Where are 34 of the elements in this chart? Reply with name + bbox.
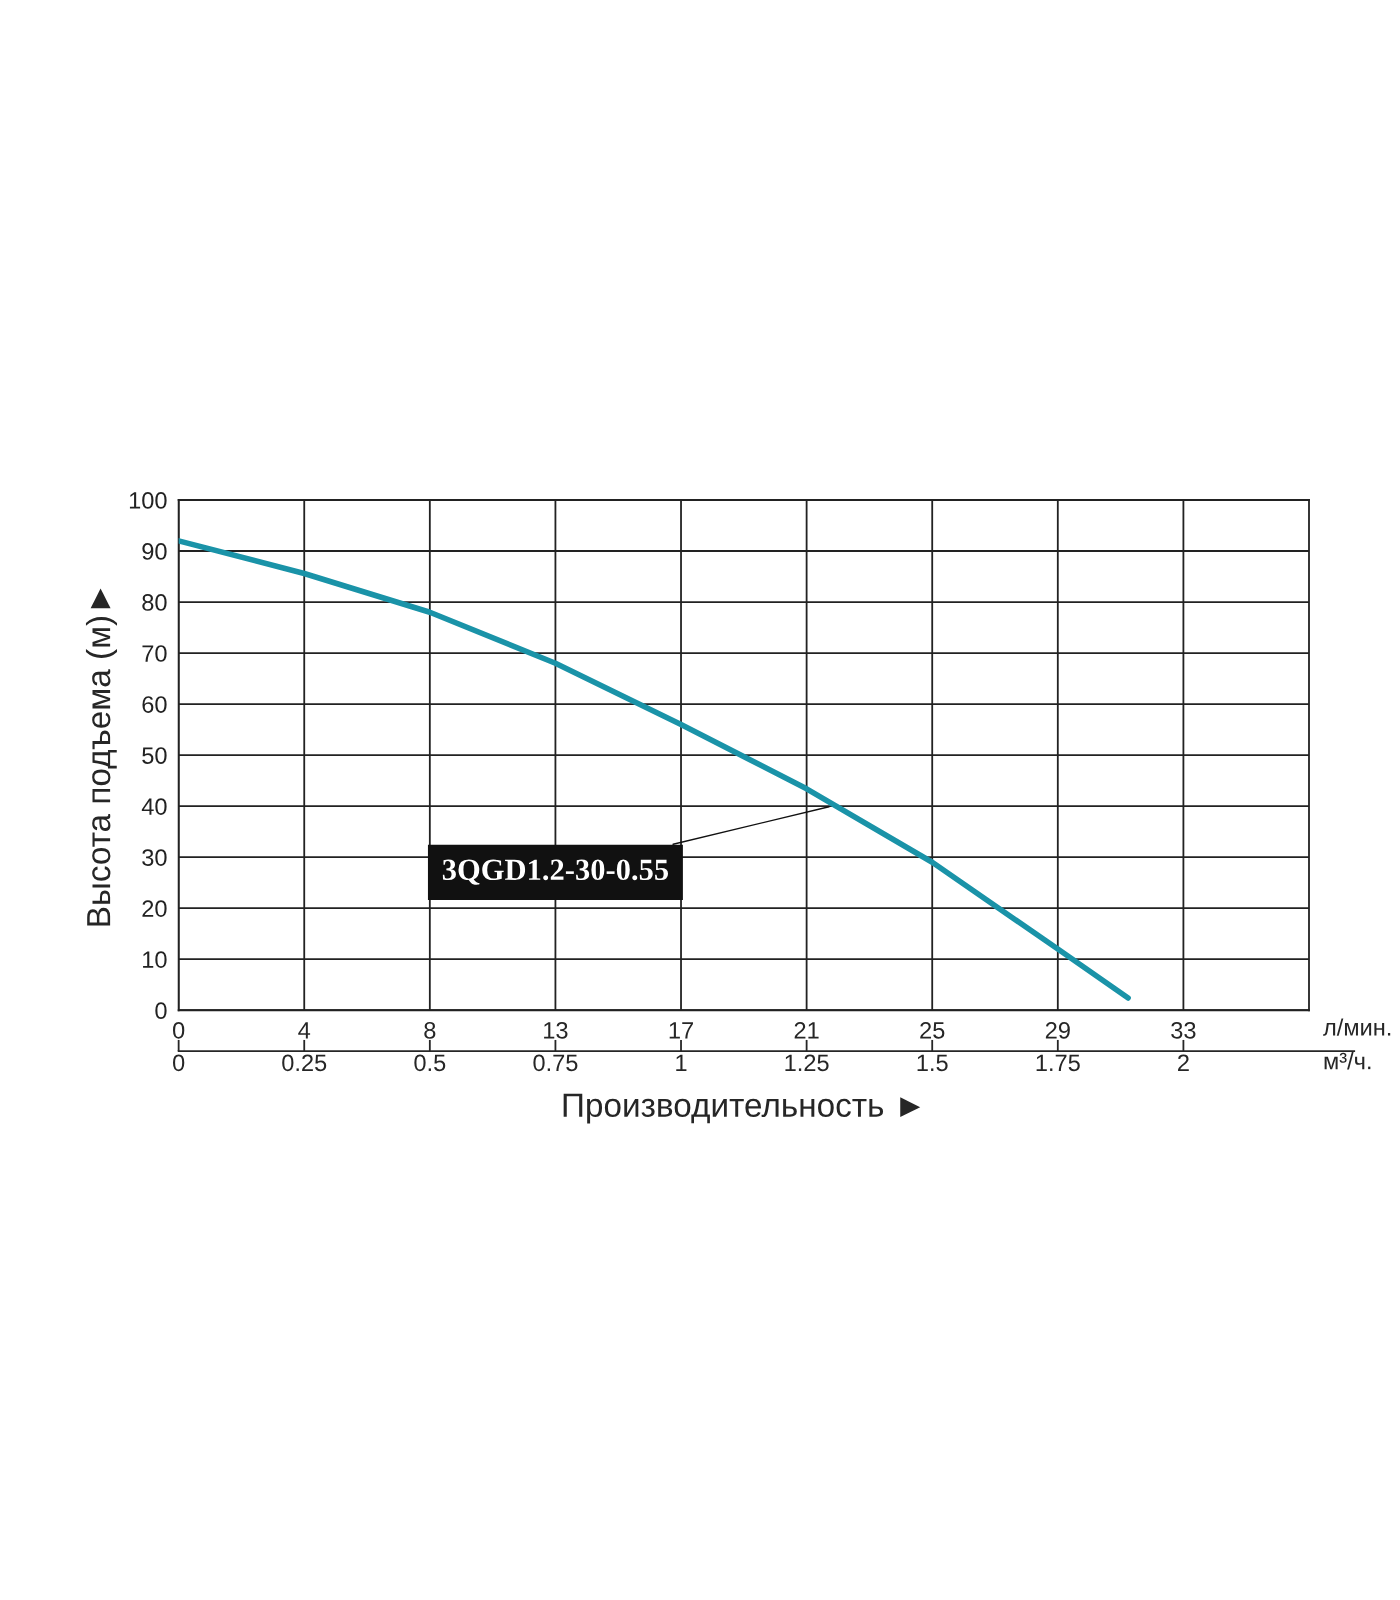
y-tick-label: 40 [141,798,167,815]
x-tick-label: 1.5 [917,1054,948,1072]
x2-axis-title: л/мин. [1323,1018,1391,1036]
y-tick-label: 50 [142,747,167,764]
x2-tick-label: 25 [920,1021,945,1039]
x2-tick-label: 8 [424,1021,436,1039]
y-axis-title: Высота подъема (м)► [85,588,118,926]
x2-tick-label: 21 [794,1021,819,1039]
y-tick-label: 60 [142,696,167,713]
x-tick-label: 0 [173,1054,185,1072]
x-tick-label: 0.5 [414,1054,446,1072]
x2-tick-label: 0 [173,1021,185,1039]
y-tick-label: 70 [142,645,167,662]
x-tick-label: 0.25 [282,1054,327,1072]
y-tick-label: 20 [142,900,167,917]
x2-tick-label: 17 [669,1022,693,1039]
y-tick-label: 90 [142,543,167,560]
x2-tick-label: 33 [1171,1021,1196,1039]
y-tick-label: 0 [155,1002,167,1020]
y-tick-label: 30 [142,849,167,866]
x-tick-label: 2 [1178,1054,1189,1071]
x-tick-label: 1.25 [785,1054,829,1072]
x2-tick-label: 4 [298,1022,311,1039]
annotation: 3QGD1.2-30-0.55 [442,859,669,885]
text: м³/ч. [1324,1052,1371,1070]
x-tick-label: 1 [676,1054,687,1071]
y-tick-label: 10 [143,951,167,968]
y-tick-label: 100 [129,492,167,509]
x-tick-label: 0.75 [533,1054,578,1072]
x2-tick-label: 13 [544,1021,568,1039]
x-axis-title: Производительность ► [563,1093,921,1124]
x2-tick-label: 29 [1045,1021,1070,1039]
y-tick-label: 80 [142,594,167,611]
x-tick-label: 1.75 [1036,1054,1080,1072]
